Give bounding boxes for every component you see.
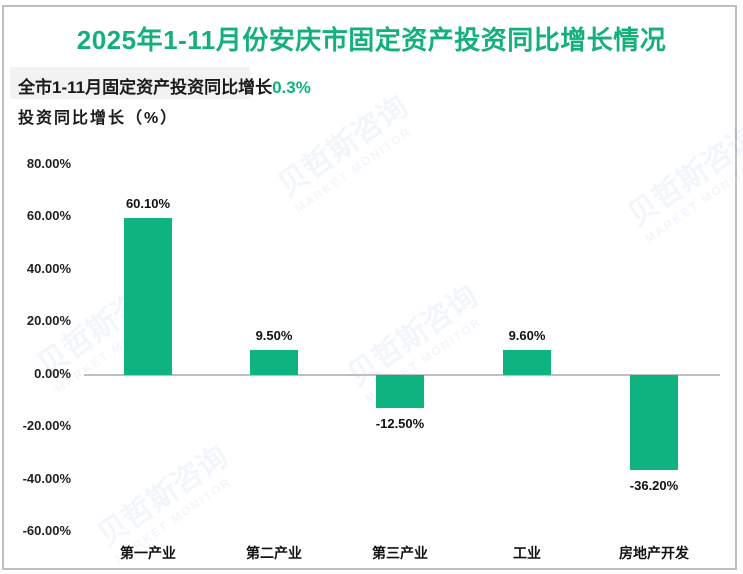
data-label: 60.10% [125, 195, 171, 211]
x-axis-label: 房地产开发 [619, 545, 689, 561]
summary-value: 0.3% [272, 78, 311, 97]
y-tick: -20.00% [22, 418, 71, 433]
data-label: -36.20% [629, 477, 679, 493]
summary-text: 全市1-11月固定资产投资同比增长0.3% [18, 73, 311, 98]
y-axis-title: 投资同比增长（%） [18, 110, 179, 127]
data-label: 9.50% [255, 328, 293, 344]
y-tick: 0.00% [34, 366, 71, 381]
y-tick: 40.00% [26, 261, 71, 276]
y-tick: 20.00% [26, 313, 71, 328]
bar [503, 349, 551, 375]
x-axis-label: 第一产业 [120, 545, 176, 561]
x-axis-label: 第三产业 [372, 545, 428, 561]
bar [376, 375, 424, 408]
y-tick: 80.00% [26, 156, 71, 171]
summary-box [10, 67, 250, 99]
x-axis-label: 工业 [513, 545, 541, 561]
data-label: -12.50% [375, 415, 425, 431]
x-axis-label: 第二产业 [246, 545, 302, 561]
y-tick: 60.00% [26, 208, 71, 223]
data-label: 9.60% [508, 327, 546, 343]
bar [250, 350, 298, 375]
chart-title: 2025年1-11月份安庆市固定资产投资同比增长情况 [76, 25, 667, 55]
bar [124, 217, 172, 375]
bar [630, 375, 678, 470]
summary-prefix: 全市1-11月固定资产投资同比增长 [18, 78, 273, 97]
y-tick: -60.00% [22, 523, 71, 538]
y-tick: -40.00% [22, 471, 71, 486]
